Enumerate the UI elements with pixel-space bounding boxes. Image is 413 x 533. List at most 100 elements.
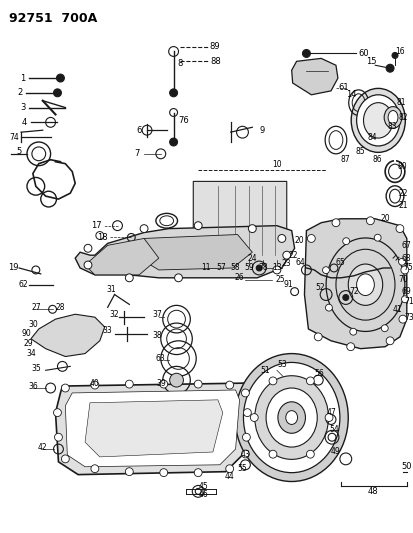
Circle shape — [385, 64, 393, 72]
Circle shape — [250, 414, 258, 422]
Circle shape — [194, 469, 202, 477]
Circle shape — [272, 266, 280, 274]
Text: 67: 67 — [401, 241, 411, 250]
Text: 41: 41 — [391, 305, 401, 314]
Circle shape — [331, 219, 339, 227]
Ellipse shape — [347, 264, 382, 305]
Text: 84: 84 — [367, 133, 376, 142]
Circle shape — [61, 384, 69, 392]
Text: 5: 5 — [17, 147, 21, 156]
Text: 18: 18 — [97, 233, 108, 242]
Text: 4: 4 — [21, 118, 26, 127]
Text: 75: 75 — [402, 263, 412, 272]
Polygon shape — [291, 59, 337, 95]
Text: 37: 37 — [152, 310, 161, 319]
Text: 54: 54 — [328, 425, 338, 434]
Text: 21: 21 — [397, 201, 407, 211]
Text: 48: 48 — [367, 487, 378, 496]
Text: 61: 61 — [338, 83, 348, 92]
Polygon shape — [55, 383, 249, 474]
Text: 80: 80 — [396, 162, 406, 171]
Circle shape — [346, 343, 354, 351]
Text: 2: 2 — [17, 88, 23, 98]
Text: 16: 16 — [394, 47, 404, 56]
Text: 89: 89 — [209, 42, 220, 51]
Text: 7: 7 — [134, 149, 140, 158]
Text: 43: 43 — [240, 450, 250, 459]
Text: 35: 35 — [31, 364, 40, 373]
Circle shape — [91, 465, 99, 473]
Ellipse shape — [350, 88, 404, 152]
Polygon shape — [139, 235, 252, 270]
Text: 23: 23 — [281, 259, 291, 268]
Text: 1: 1 — [20, 74, 26, 83]
Text: 34: 34 — [26, 349, 36, 358]
Text: 86: 86 — [372, 155, 381, 164]
Ellipse shape — [277, 402, 305, 433]
Text: 56: 56 — [313, 369, 323, 378]
Text: 69: 69 — [401, 287, 411, 296]
Text: 74: 74 — [9, 133, 19, 142]
Text: 15: 15 — [365, 57, 376, 66]
Ellipse shape — [254, 376, 328, 459]
Text: 20: 20 — [294, 236, 304, 245]
Text: 72: 72 — [348, 287, 358, 296]
Circle shape — [366, 217, 373, 225]
Circle shape — [125, 380, 133, 388]
Circle shape — [395, 225, 403, 232]
Ellipse shape — [383, 107, 401, 128]
Text: 32: 32 — [109, 310, 119, 319]
Circle shape — [248, 225, 256, 232]
Text: 63: 63 — [156, 354, 165, 363]
Circle shape — [174, 274, 182, 282]
Text: 92751  700A: 92751 700A — [9, 12, 97, 25]
Text: 58: 58 — [230, 263, 240, 272]
Circle shape — [56, 74, 64, 82]
Circle shape — [268, 450, 276, 458]
Text: 82: 82 — [397, 113, 407, 122]
Text: 26: 26 — [234, 273, 244, 282]
Circle shape — [125, 468, 133, 475]
Circle shape — [55, 433, 62, 441]
Circle shape — [242, 433, 250, 441]
Circle shape — [241, 389, 249, 397]
Circle shape — [342, 238, 349, 245]
Text: 52: 52 — [315, 283, 324, 292]
Circle shape — [325, 304, 332, 311]
Text: 9: 9 — [259, 126, 264, 135]
Circle shape — [96, 231, 104, 239]
Ellipse shape — [235, 353, 347, 481]
Text: 10: 10 — [271, 160, 281, 169]
Text: 81: 81 — [395, 98, 405, 107]
Circle shape — [398, 259, 404, 265]
Circle shape — [349, 328, 356, 335]
Text: 14: 14 — [346, 90, 356, 99]
Text: 73: 73 — [403, 313, 413, 322]
Circle shape — [313, 333, 321, 341]
Text: 13: 13 — [271, 263, 281, 272]
Text: 42: 42 — [38, 442, 47, 451]
Circle shape — [256, 265, 261, 271]
Text: 27: 27 — [31, 303, 40, 312]
Circle shape — [302, 50, 310, 58]
Text: 22: 22 — [288, 251, 298, 260]
Text: 62: 62 — [18, 280, 28, 289]
Circle shape — [194, 380, 202, 388]
Text: 60: 60 — [357, 49, 368, 58]
Circle shape — [277, 235, 285, 243]
Ellipse shape — [356, 95, 399, 146]
Circle shape — [398, 315, 406, 323]
Circle shape — [140, 225, 148, 232]
Text: 29: 29 — [23, 339, 33, 348]
Text: 59: 59 — [244, 263, 254, 272]
Circle shape — [91, 381, 99, 389]
Circle shape — [324, 414, 332, 422]
Circle shape — [243, 409, 251, 417]
Text: 45: 45 — [198, 482, 207, 491]
Text: 68: 68 — [401, 254, 411, 263]
Circle shape — [307, 235, 315, 243]
Text: 64: 64 — [295, 257, 305, 266]
Text: 85: 85 — [355, 147, 365, 156]
Text: 20: 20 — [380, 214, 389, 223]
Ellipse shape — [266, 388, 316, 447]
